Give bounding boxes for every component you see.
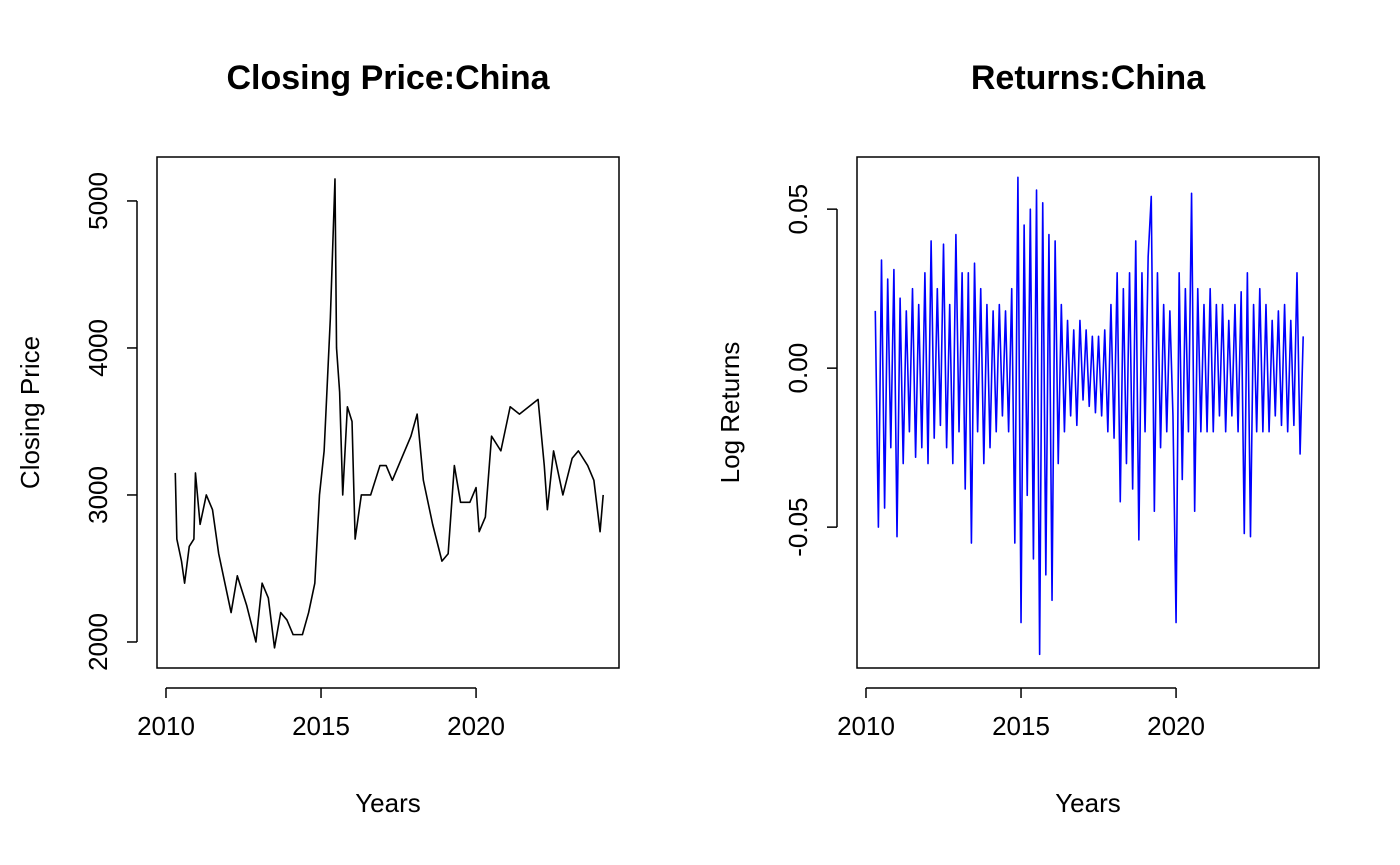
x-tick-label: 2015: [292, 711, 350, 741]
data-line: [174, 178, 604, 649]
x-axis-label: Years: [355, 788, 421, 818]
x-tick-label: 2020: [1147, 711, 1205, 741]
x-axis-label: Years: [1055, 788, 1121, 818]
x-tick-label: 2010: [837, 711, 895, 741]
y-axis-label: Log Returns: [715, 342, 745, 484]
y-tick-label: 0.05: [783, 184, 813, 235]
plot-frame: [856, 156, 1320, 669]
y-tick-label: 3000: [83, 466, 113, 524]
x-tick-label: 2020: [447, 711, 505, 741]
y-axis-label: Closing Price: [15, 336, 45, 489]
plot-frame: [156, 156, 620, 669]
data-line: [874, 176, 1304, 656]
chart-title: Closing Price:China: [226, 59, 550, 97]
y-tick-label: 5000: [83, 172, 113, 230]
y-tick-label: 0.00: [783, 343, 813, 394]
y-tick-label: 4000: [83, 319, 113, 377]
y-tick-label: -0.05: [783, 498, 813, 557]
chart-title: Returns:China: [971, 59, 1206, 97]
y-tick-label: 2000: [83, 613, 113, 671]
x-tick-label: 2010: [137, 711, 195, 741]
x-tick-label: 2015: [992, 711, 1050, 741]
